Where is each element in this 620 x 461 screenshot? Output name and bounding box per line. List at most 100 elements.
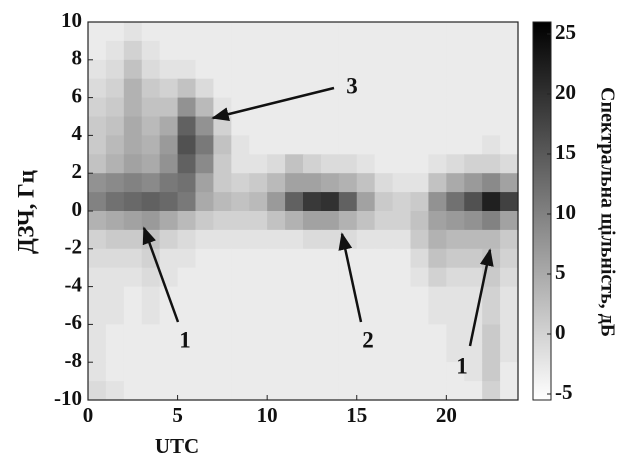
- heatmap-cell: [410, 324, 430, 344]
- heatmap: [88, 22, 519, 401]
- heatmap-cell: [195, 324, 215, 344]
- heatmap-cell: [141, 381, 161, 401]
- heatmap-cell: [177, 267, 197, 288]
- heatmap-cell: [338, 40, 358, 61]
- heatmap-cell: [267, 40, 286, 61]
- heatmap-cell: [374, 267, 394, 288]
- heatmap-cell: [392, 135, 412, 155]
- heatmap-cell: [177, 173, 197, 193]
- heatmap-cell: [249, 305, 268, 325]
- heatmap-cell: [231, 324, 250, 344]
- heatmap-cell: [123, 173, 143, 193]
- heatmap-cell: [356, 286, 376, 307]
- y-tick-label: 0: [72, 197, 83, 221]
- heatmap-cell: [320, 135, 340, 155]
- heatmap-cell: [141, 343, 161, 363]
- heatmap-cell: [177, 211, 197, 231]
- heatmap-cell: [213, 116, 232, 136]
- heatmap-cell: [285, 154, 304, 174]
- heatmap-cell: [500, 97, 519, 118]
- heatmap-cell: [231, 59, 250, 80]
- heatmap-cell: [88, 267, 107, 288]
- heatmap-cell: [123, 22, 143, 42]
- heatmap-cell: [105, 78, 125, 99]
- heatmap-cell: [303, 40, 322, 61]
- heatmap-cell: [267, 324, 286, 344]
- y-axis-label: ДЗЧ, Гц: [13, 170, 38, 254]
- heatmap-cell: [141, 135, 161, 155]
- heatmap-cell: [428, 135, 447, 155]
- heatmap-cell: [392, 40, 412, 61]
- heatmap-cell: [285, 362, 304, 382]
- heatmap-cell: [213, 343, 232, 363]
- heatmap-cell: [105, 248, 125, 269]
- heatmap-cell: [374, 248, 394, 269]
- heatmap-cell: [446, 305, 465, 325]
- heatmap-cell: [410, 211, 430, 231]
- heatmap-cell: [392, 305, 412, 325]
- heatmap-cell: [303, 343, 322, 363]
- heatmap-cell: [374, 343, 394, 363]
- heatmap-cell: [159, 381, 179, 401]
- heatmap-cell: [446, 22, 465, 42]
- heatmap-cell: [177, 135, 197, 155]
- heatmap-cell: [356, 116, 376, 136]
- colorbar-tick-label: 15: [555, 140, 576, 164]
- heatmap-cell: [374, 211, 394, 231]
- heatmap-cell: [195, 267, 215, 288]
- heatmap-cell: [303, 305, 322, 325]
- heatmap-cell: [392, 78, 412, 99]
- heatmap-cell: [464, 267, 483, 288]
- annotation-arrow: [142, 226, 180, 323]
- heatmap-cell: [446, 211, 465, 231]
- heatmap-cell: [428, 154, 447, 174]
- heatmap-cell: [231, 381, 250, 401]
- heatmap-cell: [464, 248, 483, 269]
- y-tick-label: 6: [72, 83, 83, 107]
- heatmap-cell: [231, 97, 250, 118]
- annotation: 1: [179, 327, 191, 352]
- heatmap-cell: [177, 343, 197, 363]
- heatmap-cell: [303, 135, 322, 155]
- heatmap-cell: [320, 40, 340, 61]
- heatmap-cell: [105, 116, 125, 136]
- heatmap-cell: [123, 229, 143, 250]
- heatmap-cell: [500, 192, 519, 212]
- heatmap-cell: [428, 116, 447, 136]
- heatmap-cell: [500, 267, 519, 288]
- heatmap-cell: [213, 211, 232, 231]
- heatmap-cell: [464, 116, 483, 136]
- heatmap-cell: [410, 229, 430, 250]
- heatmap-cell: [249, 248, 268, 269]
- heatmap-cell: [374, 362, 394, 382]
- heatmap-cell: [88, 211, 107, 231]
- heatmap-cell: [428, 59, 447, 80]
- heatmap-cell: [410, 116, 430, 136]
- heatmap-cell: [428, 97, 447, 118]
- heatmap-cell: [213, 173, 232, 193]
- heatmap-cell: [500, 286, 519, 307]
- heatmap-cell: [88, 324, 107, 344]
- y-tick-label: -6: [65, 310, 83, 334]
- heatmap-cell: [446, 135, 465, 155]
- heatmap-cell: [464, 211, 483, 231]
- heatmap-cell: [392, 286, 412, 307]
- heatmap-cell: [410, 192, 430, 212]
- heatmap-cell: [141, 192, 161, 212]
- heatmap-cell: [428, 173, 447, 193]
- heatmap-cell: [464, 229, 483, 250]
- heatmap-cell: [428, 248, 447, 269]
- heatmap-cell: [392, 229, 412, 250]
- heatmap-cell: [249, 154, 268, 174]
- heatmap-cell: [141, 78, 161, 99]
- heatmap-cell: [159, 135, 179, 155]
- heatmap-cell: [464, 59, 483, 80]
- heatmap-cell: [231, 116, 250, 136]
- heatmap-cell: [356, 267, 376, 288]
- heatmap-cell: [195, 40, 215, 61]
- heatmap-cell: [428, 78, 447, 99]
- heatmap-cell: [159, 22, 179, 42]
- heatmap-cell: [374, 59, 394, 80]
- heatmap-cell: [338, 173, 358, 193]
- x-tick-label: 0: [83, 403, 94, 427]
